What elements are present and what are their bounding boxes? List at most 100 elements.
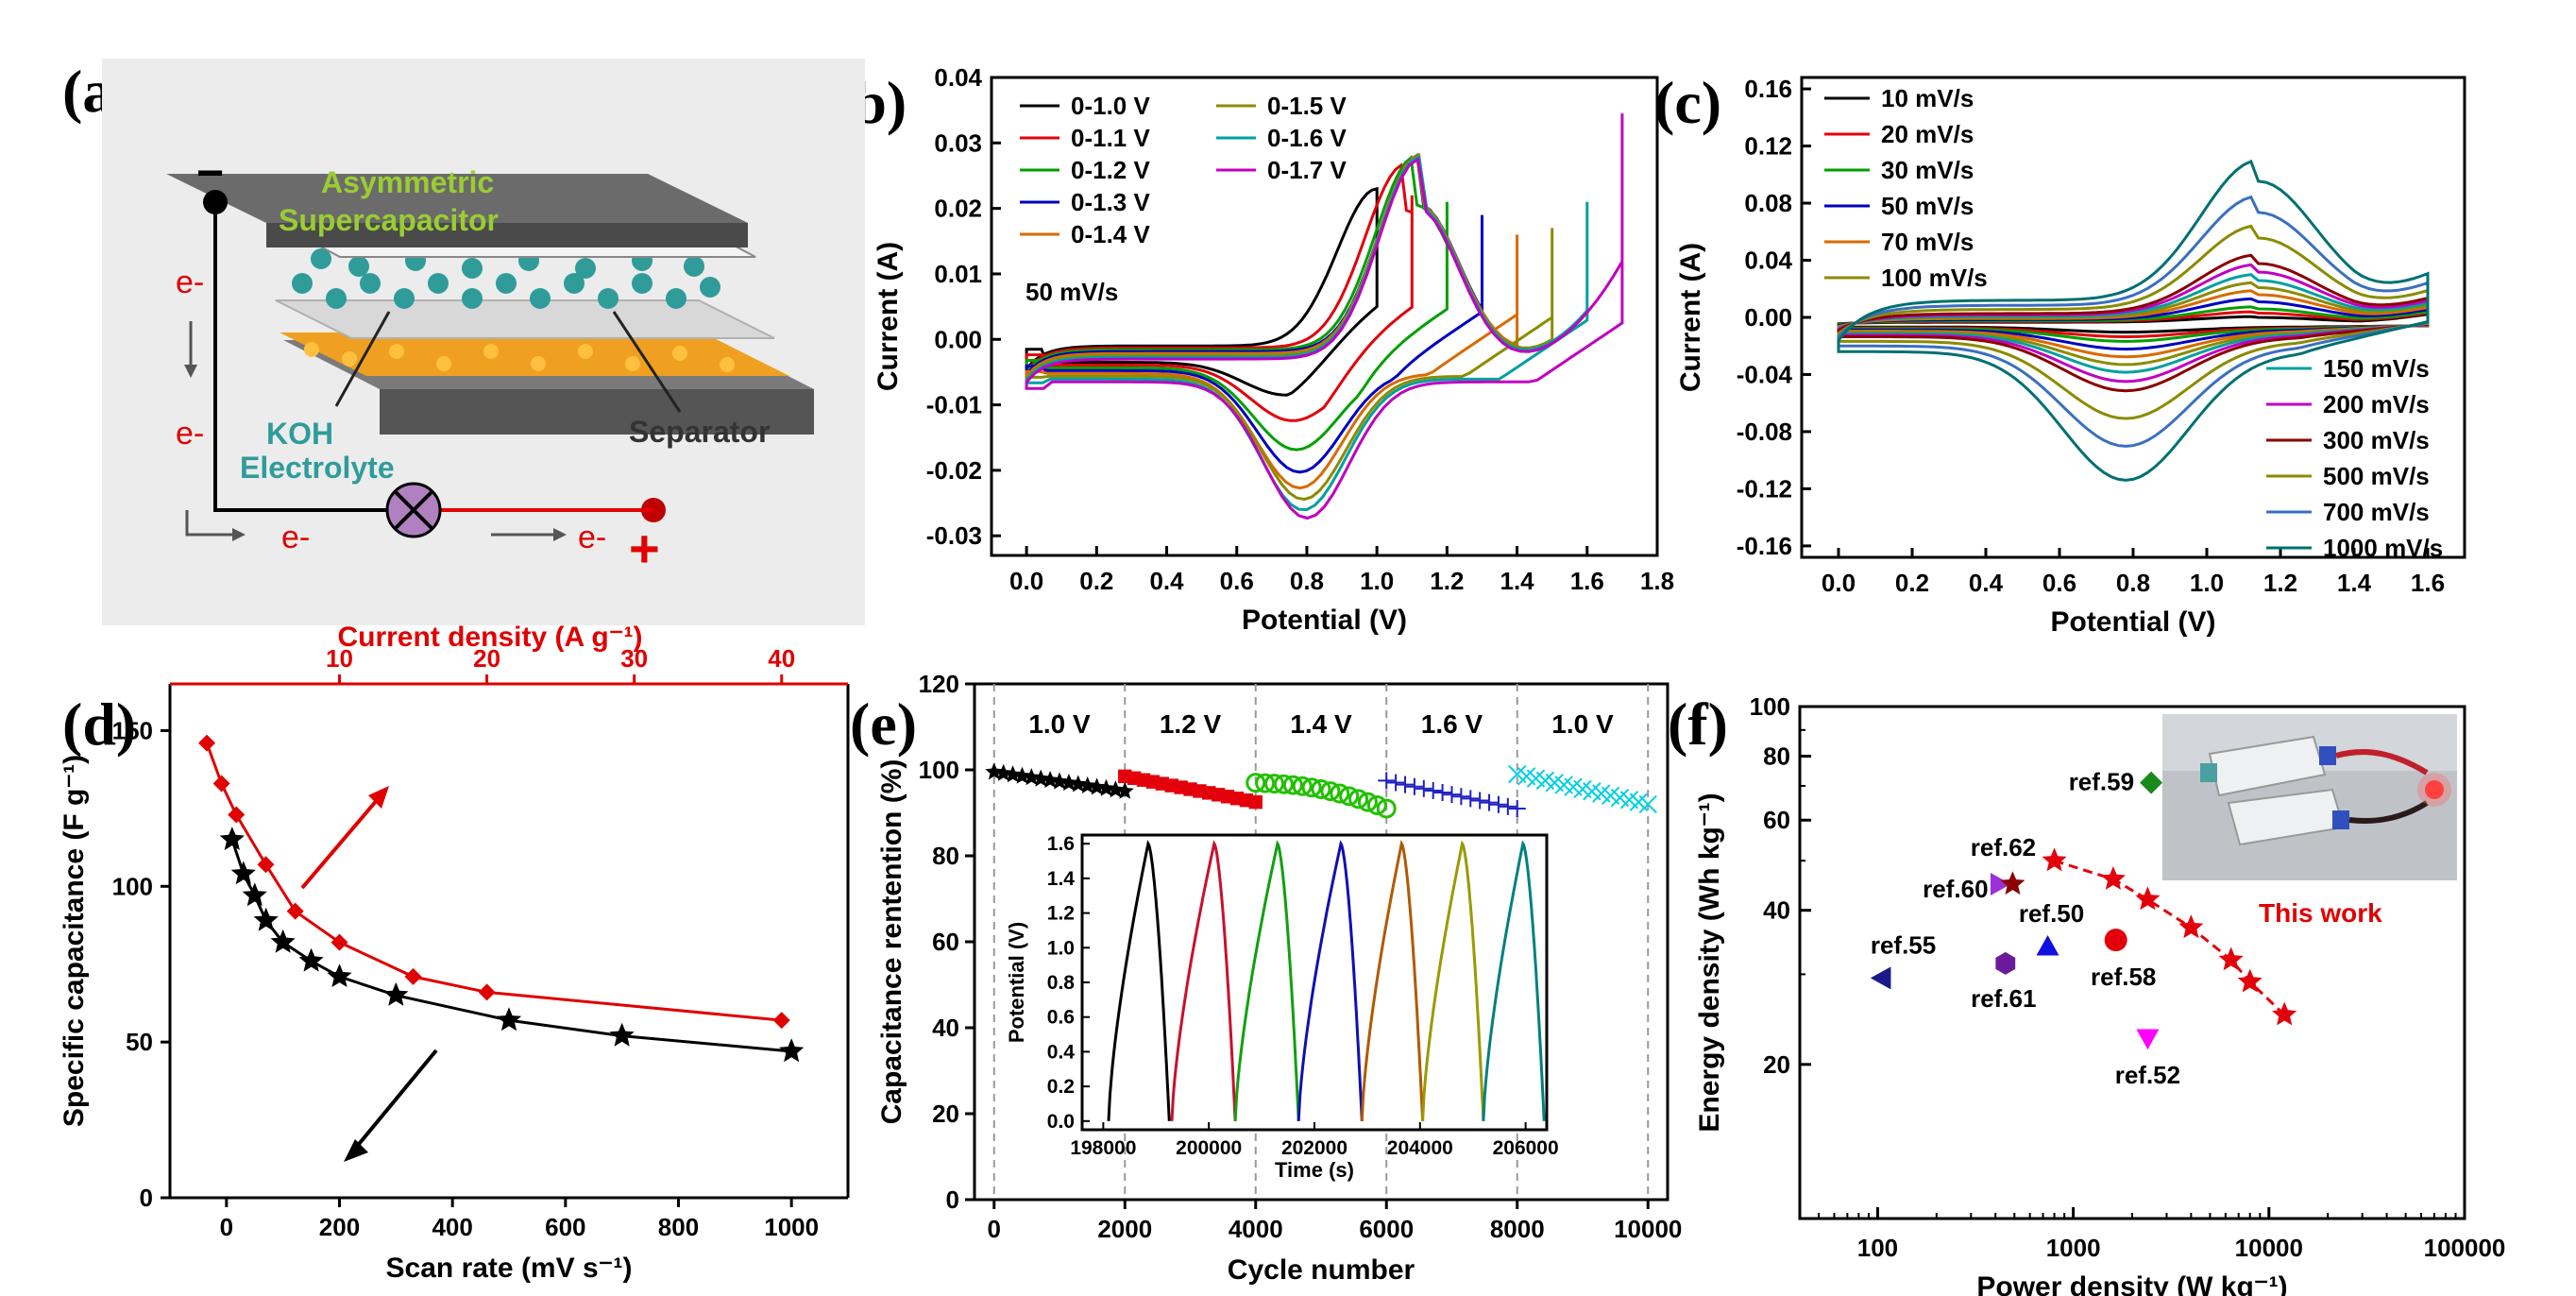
chart-f-ref-marker-5 — [2104, 929, 2127, 952]
chart-e-point-3-4 — [1415, 779, 1432, 797]
chart-e-xtick-label: 8000 — [1490, 1215, 1545, 1243]
chart-c-legend-label-6: 150 mV/s — [2323, 354, 2430, 383]
chart-e-point-0-14 — [1115, 781, 1134, 799]
chart-e-ytick-label: 20 — [932, 1100, 959, 1128]
chart-e-point-0-7 — [1050, 772, 1069, 790]
chart-b-legend-label-5: 0-1.5 V — [1267, 92, 1347, 120]
chart-f-thiswork-line — [2054, 859, 2286, 1016]
chart-e-point-3-1 — [1387, 774, 1405, 792]
chart-c-legend-label-10: 700 mV/s — [2323, 498, 2430, 526]
chart-b-xtick-label: 0.6 — [1220, 567, 1254, 595]
chart-e-point-0-12 — [1097, 778, 1115, 796]
chart-c-series-11 — [1837, 159, 2430, 482]
chart-f-ref-label-1: ref.60 — [1923, 875, 1988, 903]
chart-e-inset-ytick-label: 0.4 — [1047, 1041, 1076, 1063]
electron-label-3: e- — [281, 520, 310, 555]
chart-f-ref-label-3: ref.61 — [1971, 984, 2036, 1013]
chart-e-point-2-14 — [1376, 798, 1397, 819]
photo-wire-black — [2348, 800, 2429, 825]
chart-f-thiswork-point-2 — [2135, 886, 2161, 911]
chart-b-xtick-label: 1.4 — [1500, 567, 1535, 595]
chart-c-xtick-label: 1.0 — [2190, 569, 2224, 597]
chart-f-ytick-label: 40 — [1763, 896, 1790, 925]
chart-d-current-line — [205, 742, 782, 1022]
chart-b-ytick-label: 0.04 — [934, 63, 982, 92]
chart-c-legend-label-11: 1000 mV/s — [2323, 534, 2443, 562]
chart-b-ytick-label: -0.01 — [926, 391, 982, 419]
chart-e-segment-label-4: 1.0 V — [1551, 709, 1614, 739]
photo-wire-red — [2335, 749, 2429, 776]
chart-e-inset-xtick-label: 202000 — [1281, 1137, 1347, 1159]
chart-e-point-2-12 — [1357, 792, 1378, 812]
chart-b-legend-label-3: 0-1.3 V — [1071, 188, 1150, 216]
chart-c-legend-label-4: 70 mV/s — [1881, 228, 1974, 256]
chart-f-ylabel: Energy density (Wh kg⁻¹) — [1694, 793, 1725, 1132]
chart-e-inset-cycle-2 — [1233, 840, 1300, 1121]
chart-e-inset-xlabel: Time (s) — [1275, 1158, 1354, 1182]
chart-d-ytick-label: 150 — [112, 716, 153, 744]
chart-f-thiswork-point-0 — [2042, 847, 2067, 872]
chart-f-ytick-label: 60 — [1763, 806, 1790, 834]
photo-led — [2425, 780, 2444, 799]
chart-d-current-point-7 — [478, 983, 496, 1001]
chart-c-ytick-label: 0.04 — [1744, 247, 1792, 275]
chart-e-point-0-9 — [1069, 775, 1088, 793]
chart-e-inset-ylabel: Potential (V) — [1005, 922, 1028, 1043]
chart-f-xlabel: Power density (W kg⁻¹) — [1976, 1271, 2287, 1296]
panel-label-d: (d) — [62, 691, 136, 758]
schematic-title-line1: Asymmetric — [321, 165, 494, 199]
chart-b-cv-windows: 0.0 0.2 0.4 0.6 0.8 1.0 1.2 1.4 1.6 1.8 -0.03 -0.02… — [873, 63, 1674, 636]
electron-label-4: e- — [578, 520, 606, 555]
chart-c-xlabel: Potential (V) — [2050, 606, 2215, 638]
chart-b-ytick-label: 0.00 — [934, 325, 982, 353]
chart-e-point-2-5 — [1292, 776, 1313, 796]
chart-e-inset-xtick-label: 200000 — [1176, 1137, 1242, 1159]
chart-e-segment-label-1: 1.2 V — [1160, 709, 1222, 739]
chart-b-legend-label-7: 0-1.7 V — [1267, 156, 1347, 184]
chart-f-ref-label-6: ref.52 — [2115, 1061, 2180, 1089]
chart-e-point-0-11 — [1088, 777, 1107, 795]
top-electrode-top — [166, 174, 748, 223]
chart-e-point-3-9 — [1462, 790, 1480, 808]
chart-d-xtick-label: 400 — [432, 1213, 472, 1241]
chart-e-point-2-8 — [1320, 781, 1341, 802]
chart-d-ytick-label: 100 — [112, 872, 153, 900]
chart-d-x2tick-label: 30 — [620, 644, 648, 673]
chart-f-xtick-label: 10000 — [2235, 1234, 2303, 1262]
chart-b-ytick-label: 0.03 — [934, 128, 982, 157]
chart-b-ytick-label: -0.02 — [926, 456, 982, 485]
chart-c-cv-scanrates: 0.0 0.2 0.4 0.6 0.8 1.0 1.2 1.4 1.6 -0.16 -0.12 -0.… — [1675, 75, 2466, 638]
chart-e-inset-cycle-4 — [1360, 840, 1425, 1121]
chart-f-ref-label-4: ref.50 — [2019, 899, 2084, 928]
chart-d-scanrate-point-8 — [496, 1007, 522, 1032]
panel-label-e: (e) — [850, 691, 917, 758]
chart-b-series-0 — [1025, 186, 1379, 397]
chart-d-current-point-4 — [286, 902, 304, 920]
chart-e-inset-cycle-6 — [1482, 840, 1546, 1121]
chart-e-inset-ytick-label: 1.4 — [1047, 868, 1076, 890]
chart-b-xtick-label: 1.6 — [1570, 567, 1604, 595]
chart-d-scanrate-point-7 — [383, 981, 409, 1006]
chart-e-point-0-13 — [1106, 780, 1125, 798]
electrolyte-label-line2: Electrolyte — [240, 451, 395, 485]
chart-e-point-2-4 — [1282, 775, 1303, 795]
photo-clip-3 — [2332, 810, 2349, 829]
chart-f-xtick-label: 100000 — [2424, 1234, 2506, 1262]
chart-f-ytick-label: 100 — [1750, 692, 1790, 721]
chart-d-scanrate-point-10 — [779, 1038, 805, 1063]
chart-e-ylabel: Capacitance rentention (%) — [876, 759, 907, 1125]
chart-f-thiswork-point-3 — [2178, 914, 2204, 939]
electrolyte-particles — [292, 248, 720, 309]
chart-e-xtick-label: 10000 — [1614, 1215, 1682, 1243]
chart-e-point-0-1 — [994, 763, 1013, 781]
chart-e-segment-label-2: 1.4 V — [1290, 709, 1352, 739]
chart-d-scanrate-point-5 — [298, 947, 324, 972]
chart-c-legend-label-8: 300 mV/s — [2323, 426, 2430, 454]
chart-f-ref-marker-4 — [2036, 934, 2059, 956]
chart-c-xtick-label: 0.6 — [2042, 569, 2076, 597]
chart-d-scanrate-point-6 — [327, 963, 352, 987]
chart-c-legend-label-3: 50 mV/s — [1881, 192, 1974, 220]
chart-c-ytick-label: 0.16 — [1744, 75, 1792, 103]
electrolyte-pointer — [334, 311, 391, 407]
chart-e-ytick-label: 0 — [946, 1185, 959, 1214]
